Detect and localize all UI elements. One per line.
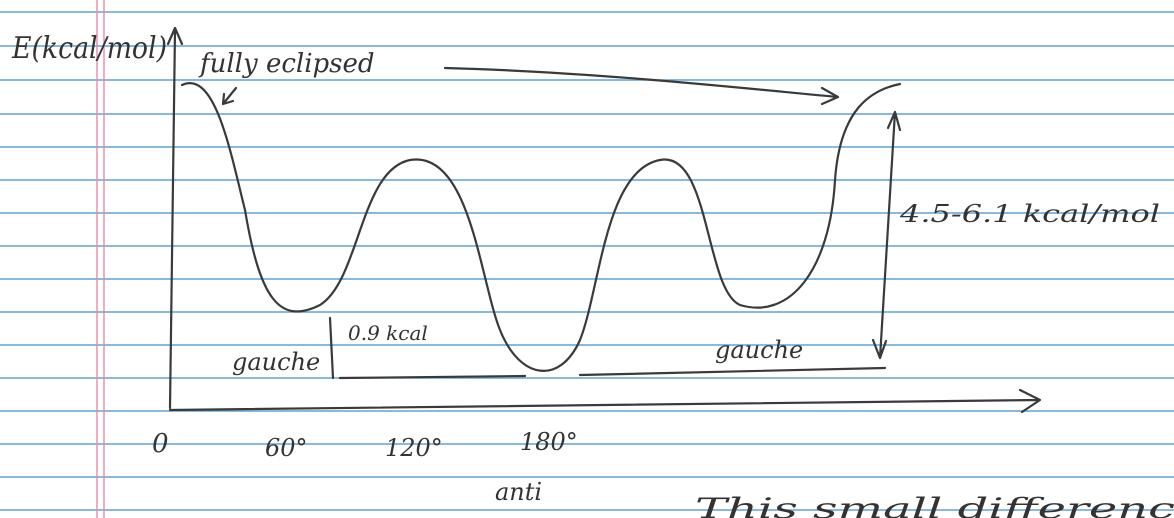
annotation-barrier: 4.5-6.1 kcal/mol xyxy=(899,200,1160,228)
anti-label: anti xyxy=(495,478,542,506)
annotation-fully-eclipsed: fully eclipsed xyxy=(198,49,375,79)
x-axis xyxy=(170,390,1040,412)
y-axis-label: E(kcal/mol) xyxy=(11,31,167,66)
notebook-page: E(kcal/mol) fully eclipsed gauche 0.9 kc… xyxy=(0,0,1174,518)
annotation-gap: 0.9 kcal xyxy=(348,321,428,345)
x-tick-label: 180° xyxy=(520,428,578,456)
x-tick-label: 0 xyxy=(152,429,169,459)
annotation-gauche: gauche xyxy=(232,348,320,376)
footer-text: This small differenc xyxy=(695,492,1174,518)
annotation-gauche: gauche xyxy=(715,336,803,364)
energy-curve xyxy=(182,83,900,371)
x-tick-label: 120° xyxy=(385,434,443,462)
margin-lines xyxy=(97,0,104,518)
y-axis xyxy=(168,28,182,408)
ruled-lines xyxy=(0,12,1174,510)
x-tick-label: 60° xyxy=(265,434,308,462)
